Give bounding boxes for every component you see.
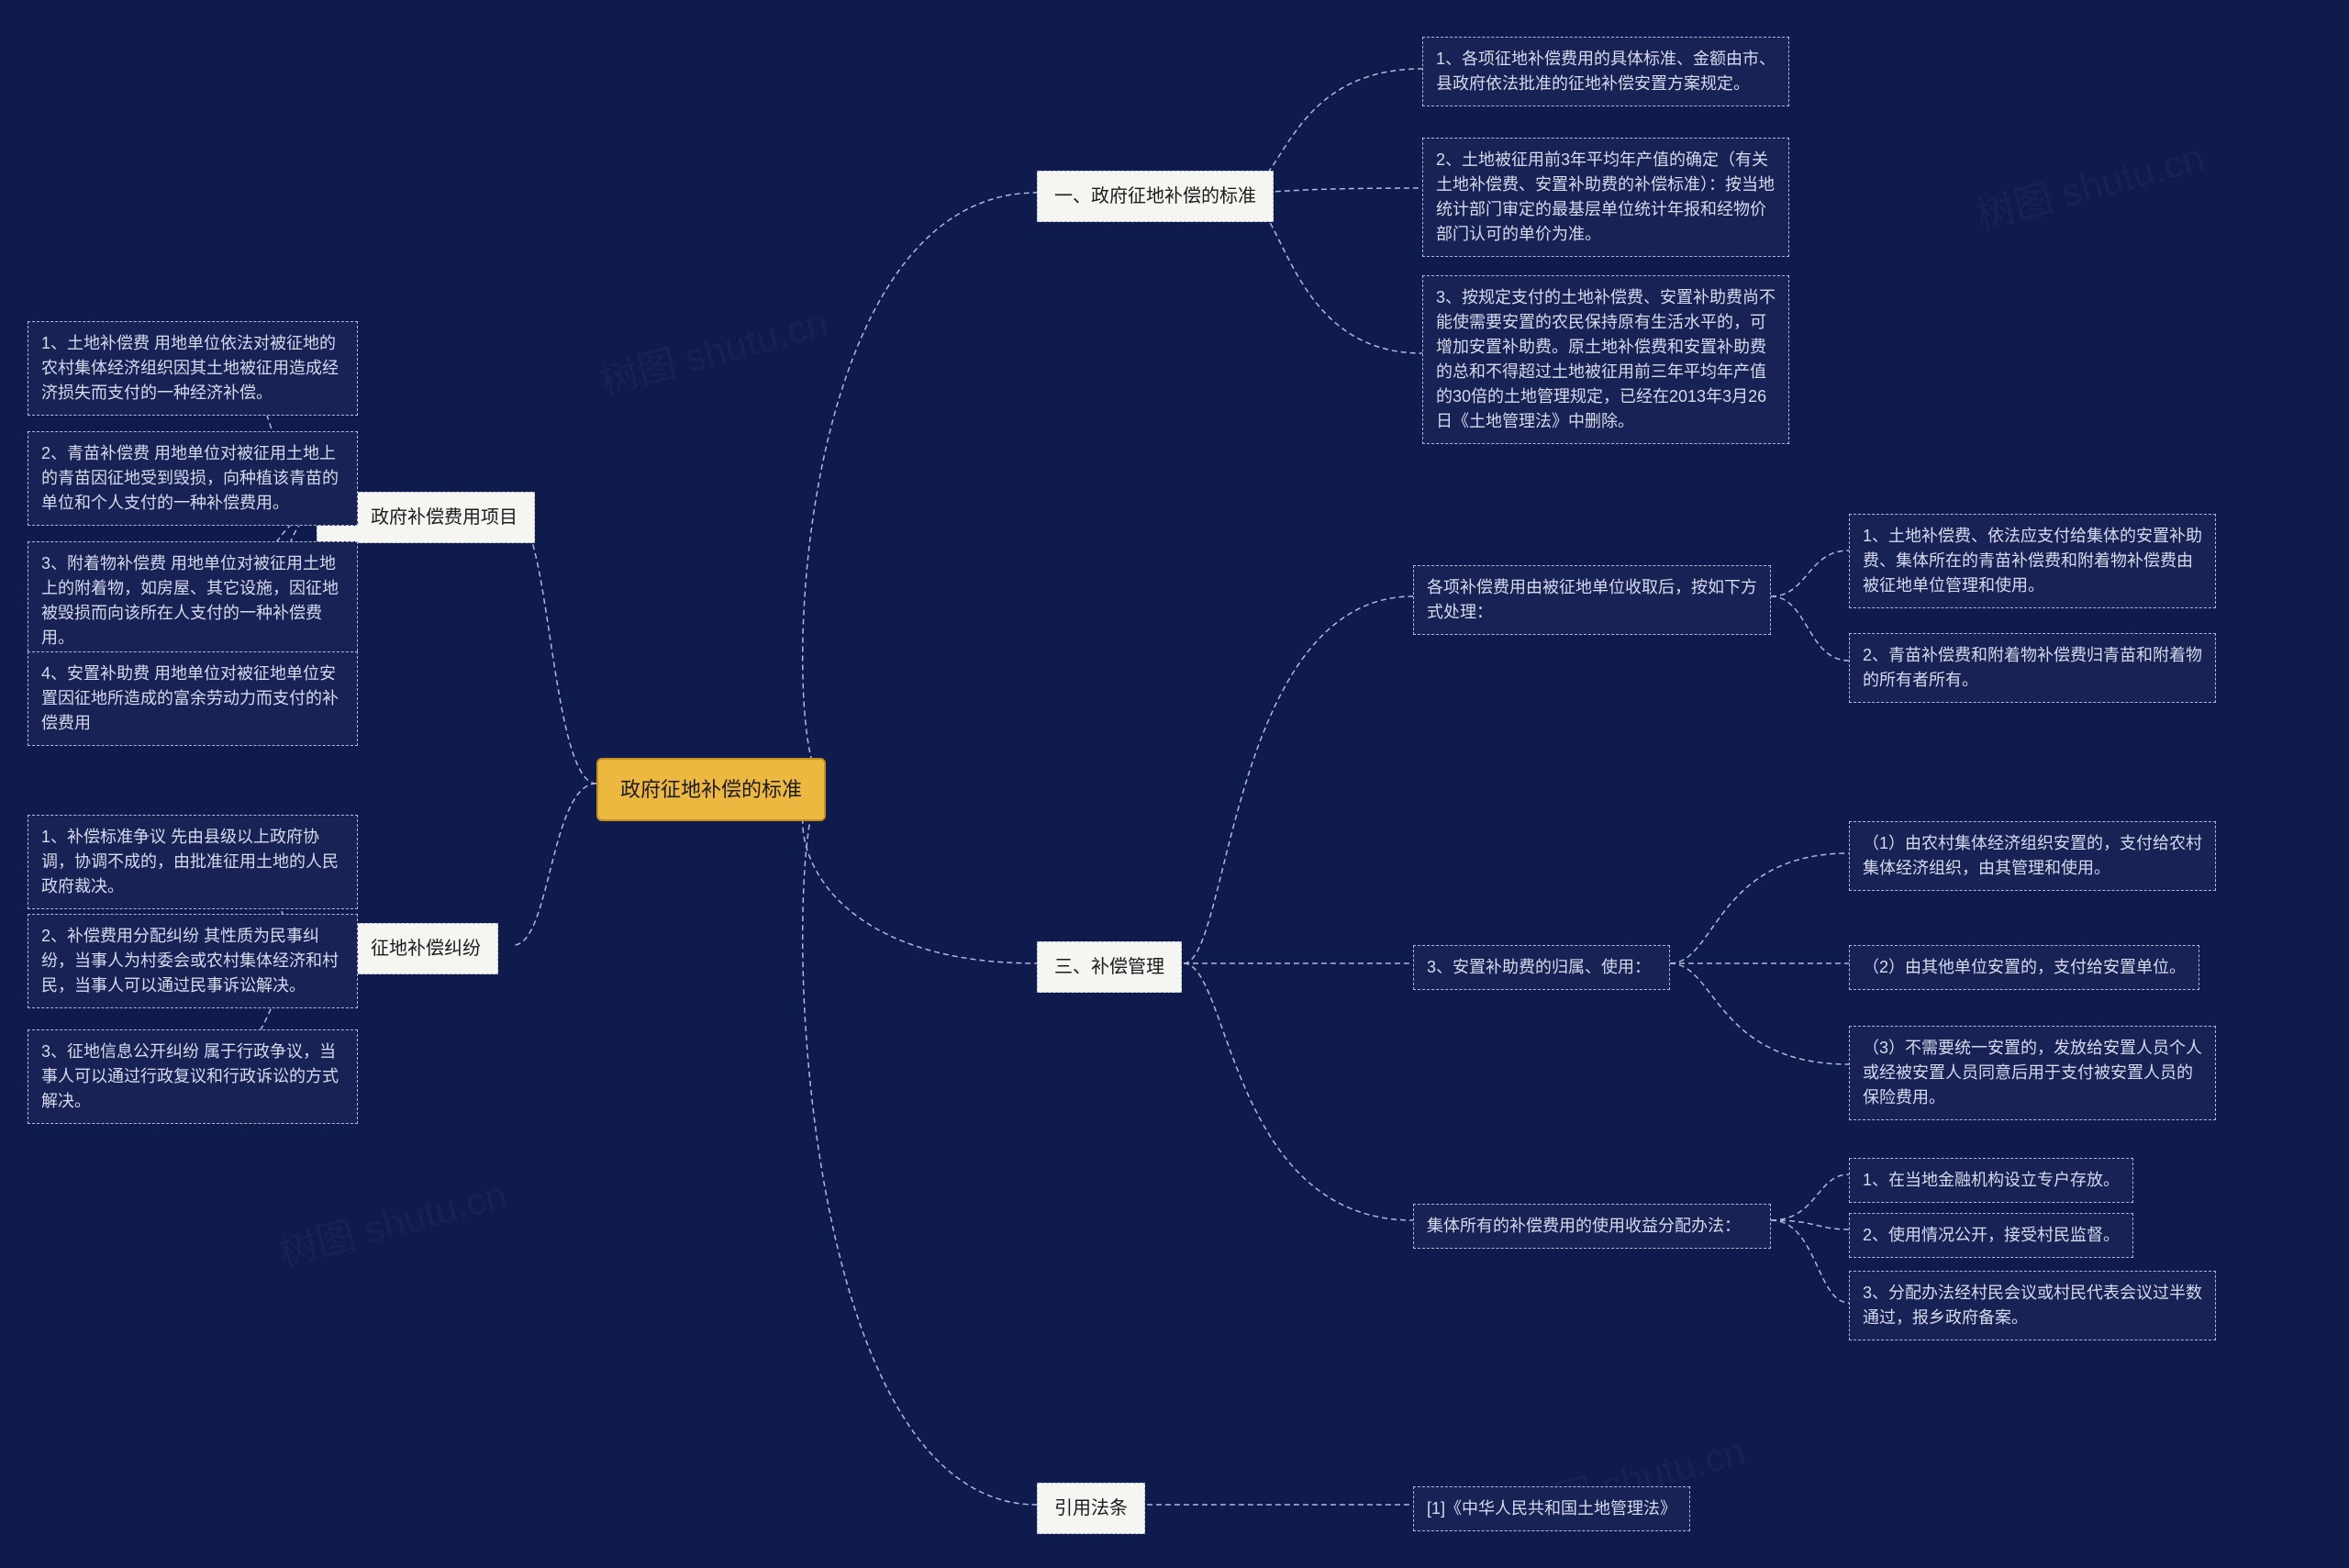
- branch-3-sub2-title: 3、安置补助费的归属、使用：: [1413, 945, 1670, 990]
- branch-3-sub1-item-1: 1、土地补偿费、依法应支付给集体的安置补助费、集体所在的青苗补偿费和附着物补偿费…: [1849, 514, 2216, 608]
- branch-3-sub2-item-3: （3）不需要统一安置的，发放给安置人员个人或经被安置人员同意后用于支付被安置人员…: [1849, 1026, 2216, 1120]
- branch-3-sub2-item-2: （2）由其他单位安置的，支付给安置单位。: [1849, 945, 2199, 990]
- branch-4-item-1: 1、补偿标准争议 先由县级以上政府协调，协调不成的，由批准征用土地的人民政府裁决…: [28, 815, 358, 909]
- branch-2-item-2: 2、青苗补偿费 用地单位对被征用土地上的青苗因征地受到毁损，向种植该青苗的单位和…: [28, 431, 358, 526]
- branch-4-item-2: 2、补偿费用分配纠纷 其性质为民事纠纷，当事人为村委会或农村集体经济和村民，当事…: [28, 914, 358, 1008]
- branch-1-title: 一、政府征地补偿的标准: [1037, 171, 1274, 222]
- branch-3-sub1-title: 各项补偿费用由被征地单位收取后，按如下方式处理：: [1413, 565, 1771, 635]
- branch-2-item-4: 4、安置补助费 用地单位对被征地单位安置因征地所造成的富余劳动力而支付的补偿费用: [28, 651, 358, 746]
- branch-3-sub3-title: 集体所有的补偿费用的使用收益分配办法：: [1413, 1204, 1771, 1249]
- branch-1-item-2: 2、土地被征用前3年平均年产值的确定（有关土地补偿费、安置补助费的补偿标准）：按…: [1422, 138, 1789, 257]
- watermark: 树图 shutu.cn: [593, 292, 833, 406]
- branch-3-sub2-item-1: （1）由农村集体经济组织安置的，支付给农村集体经济组织，由其管理和使用。: [1849, 821, 2216, 891]
- branch-3-title: 三、补偿管理: [1037, 941, 1182, 993]
- branch-1-item-1: 1、各项征地补偿费用的具体标准、金额由市、县政府依法批准的征地补偿安置方案规定。: [1422, 37, 1789, 106]
- branch-1-item-3: 3、按规定支付的土地补偿费、安置补助费尚不能使需要安置的农民保持原有生活水平的，…: [1422, 275, 1789, 444]
- mindmap-root: 政府征地补偿的标准: [596, 758, 826, 821]
- branch-2-item-3: 3、附着物补偿费 用地单位对被征用土地上的附着物，如房屋、其它设施，因征地被毁损…: [28, 541, 358, 661]
- branch-3-sub3-item-3: 3、分配办法经村民会议或村民代表会议过半数通过，报乡政府备案。: [1849, 1271, 2216, 1340]
- branch-3-sub3-item-1: 1、在当地金融机构设立专户存放。: [1849, 1158, 2133, 1203]
- branch-2-item-1: 1、土地补偿费 用地单位依法对被征地的农村集体经济组织因其土地被征用造成经济损失…: [28, 321, 358, 416]
- branch-3-sub3-item-2: 2、使用情况公开，接受村民监督。: [1849, 1213, 2133, 1258]
- watermark: 树图 shutu.cn: [272, 1163, 512, 1278]
- branch-3-sub1-item-2: 2、青苗补偿费和附着物补偿费归青苗和附着物的所有者所有。: [1849, 633, 2216, 703]
- branch-ref-title: 引用法条: [1037, 1483, 1145, 1534]
- branch-4-item-3: 3、征地信息公开纠纷 属于行政争议，当事人可以通过行政复议和行政诉讼的方式解决。: [28, 1029, 358, 1124]
- watermark: 树图 shutu.cn: [1969, 127, 2210, 241]
- branch-ref-item-1: [1]《中华人民共和国土地管理法》: [1413, 1486, 1690, 1531]
